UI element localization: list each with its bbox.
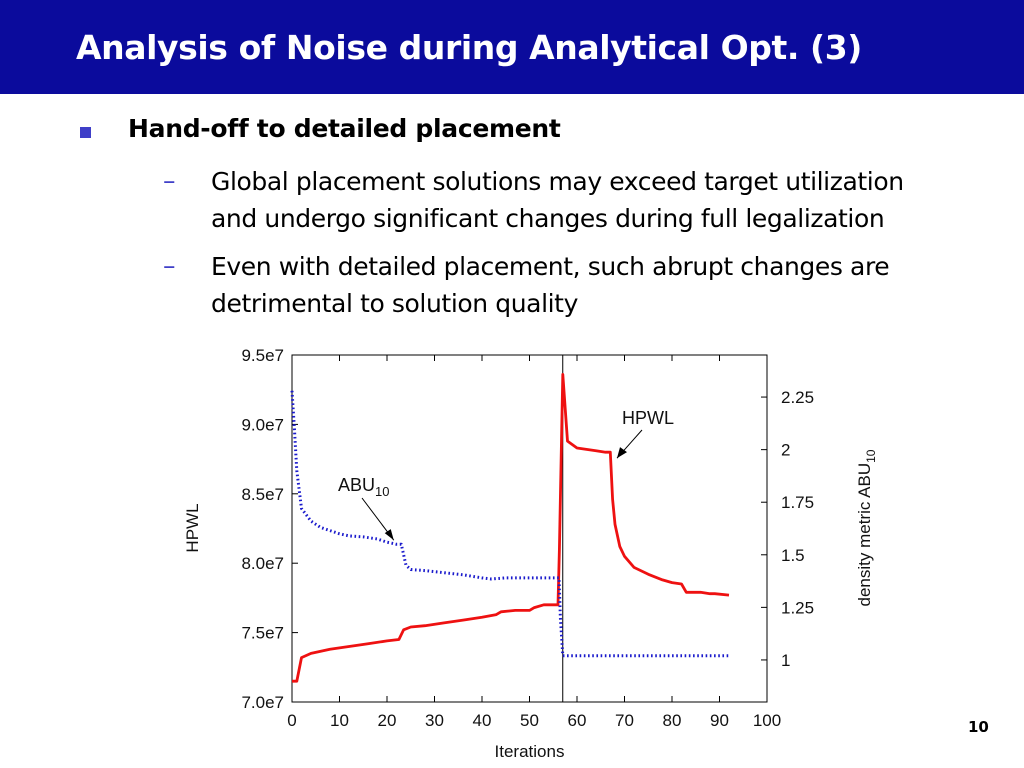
bullet-heading: Hand-off to detailed placement xyxy=(128,114,561,143)
abu-annotation-label: ABU10 xyxy=(338,475,389,499)
y-tick-label: 7.0e7 xyxy=(241,693,284,712)
x-tick-label: 80 xyxy=(663,711,682,730)
x-tick-label: 20 xyxy=(378,711,397,730)
y2-tick-label: 2.25 xyxy=(781,388,814,407)
y2-axis-label: density metric ABU10 xyxy=(855,449,878,606)
x-tick-label: 30 xyxy=(425,711,444,730)
x-tick-label: 50 xyxy=(520,711,539,730)
y-tick-label: 7.5e7 xyxy=(241,624,284,643)
dash-icon: – xyxy=(163,251,176,280)
x-tick-label: 10 xyxy=(330,711,349,730)
y-axis-label: HPWL xyxy=(183,503,202,552)
dash-icon: – xyxy=(163,166,176,195)
title-bar: Analysis of Noise during Analytical Opt.… xyxy=(0,0,1024,94)
y2-tick-label: 1.25 xyxy=(781,598,814,617)
x-tick-label: 60 xyxy=(568,711,587,730)
y-tick-label: 9.5e7 xyxy=(241,346,284,365)
x-tick-label: 100 xyxy=(753,711,781,730)
x-tick-label: 0 xyxy=(287,711,296,730)
y-tick-label: 8.0e7 xyxy=(241,554,284,573)
sub-bullet-2-line-2: detrimental to solution quality xyxy=(211,289,578,318)
sub-bullet-1: Global placement solutions may exceed ta… xyxy=(211,163,1011,237)
y-tick-label: 9.0e7 xyxy=(241,415,284,434)
x-tick-label: 70 xyxy=(615,711,634,730)
y-tick-label: 8.5e7 xyxy=(241,485,284,504)
abu-annotation-arrowhead xyxy=(384,529,394,541)
hpwl-annotation-arrowhead xyxy=(617,447,627,459)
x-tick-label: 90 xyxy=(710,711,729,730)
y2-tick-label: 1.5 xyxy=(781,546,805,565)
plot-frame xyxy=(291,354,768,703)
abu-annotation-subscript: 10 xyxy=(375,484,389,499)
hpwl-annotation-label: HPWL xyxy=(622,408,674,428)
y2-tick-label: 2 xyxy=(781,441,790,460)
slide-title: Analysis of Noise during Analytical Opt.… xyxy=(76,28,862,67)
sub-bullet-2: Even with detailed placement, such abrup… xyxy=(211,248,1011,322)
x-tick-label: 40 xyxy=(473,711,492,730)
y2-tick-label: 1.75 xyxy=(781,493,814,512)
y2-tick-label: 1 xyxy=(781,651,790,670)
page-number: 10 xyxy=(968,718,989,736)
sub-bullet-2-line-1: Even with detailed placement, such abrup… xyxy=(211,252,890,281)
sub-bullet-1-line-1: Global placement solutions may exceed ta… xyxy=(211,167,904,196)
x-axis-label: Iterations xyxy=(495,742,565,761)
sub-bullet-1-line-2: and undergo significant changes during f… xyxy=(211,204,885,233)
y2-axis-label-subscript: 10 xyxy=(864,449,878,463)
series-line-hpwl xyxy=(292,372,730,683)
series-line-abu xyxy=(290,390,729,658)
bullet-square-icon xyxy=(80,127,91,138)
